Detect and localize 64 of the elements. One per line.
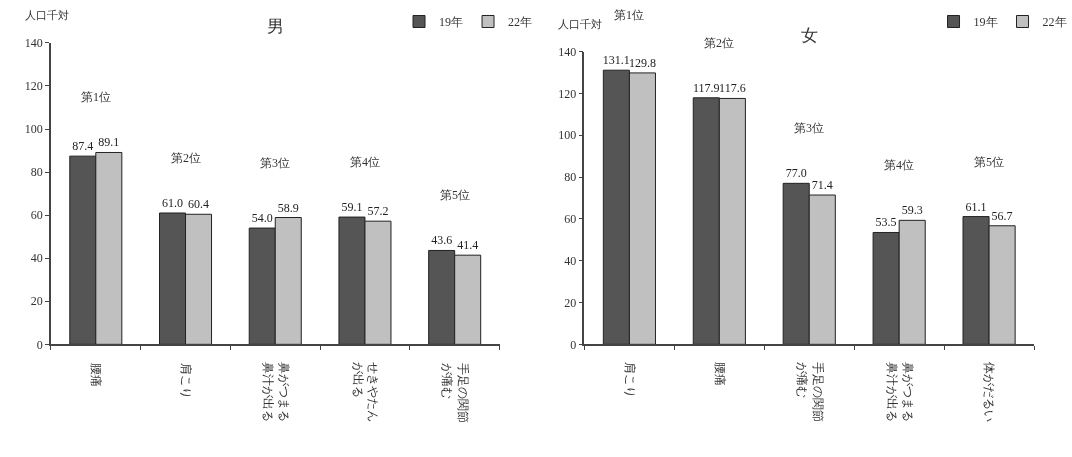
data-label: 71.4 (811, 178, 833, 193)
data-label: 41.4 (457, 238, 479, 253)
data-label: 57.2 (367, 204, 389, 219)
data-label: 77.0 (785, 166, 807, 181)
annotation: 第4位 (884, 158, 914, 172)
chart-title: 女 (801, 26, 818, 45)
x-tick-label: 鼻がつまる鼻汁が出る (260, 362, 291, 423)
y-tick-label: 120 (24, 79, 43, 94)
y-tick-label: 20 (564, 295, 577, 310)
legend-label: 22年 (1042, 15, 1067, 30)
y-tick-label: 0 (570, 337, 577, 352)
y-tick-label: 60 (30, 208, 43, 223)
x-tick-label: 手足の関節が痛む (794, 362, 825, 423)
legend-label: 19年 (439, 15, 464, 30)
data-label: 117.6 (719, 81, 746, 96)
y-tick-label: 80 (564, 170, 577, 185)
y-tick-label: 40 (564, 253, 577, 268)
data-label: 87.4 (72, 139, 94, 154)
data-label: 60.4 (188, 197, 210, 212)
data-label: 58.9 (277, 200, 299, 215)
x-tick-label: 手足の関節が痛む (440, 362, 471, 423)
data-label: 59.3 (901, 203, 923, 218)
y-tick-label: 140 (24, 36, 43, 51)
data-label: 61.1 (965, 199, 987, 214)
y-tick-label: 60 (564, 212, 577, 227)
y-tick-label: 20 (30, 294, 43, 309)
data-label: 89.1 (98, 135, 120, 150)
data-label: 61.0 (162, 195, 184, 210)
legend-label: 19年 (973, 15, 998, 30)
chart-title: 男 (267, 17, 284, 36)
annotation: 第2位 (171, 151, 201, 165)
annotation: 第5位 (440, 188, 470, 202)
y-tick-label: 100 (558, 128, 577, 143)
data-label: 59.1 (341, 200, 363, 215)
annotation: 第3位 (794, 121, 824, 135)
x-tick-label: 腰痛 (712, 362, 727, 387)
data-label: 117.9 (693, 80, 720, 95)
y-tick-label: 80 (30, 165, 43, 180)
y-axis-title: 人口千対 (25, 9, 69, 21)
annotation: 第1位 (81, 90, 111, 104)
data-label: 131.1 (602, 53, 630, 68)
x-tick-label: 体がだるい (982, 362, 997, 423)
x-tick-label: 肩こり (178, 362, 193, 399)
data-label: 54.0 (251, 211, 273, 226)
data-label: 56.7 (991, 208, 1013, 223)
annotation: 第3位 (260, 156, 290, 170)
y-tick-label: 140 (558, 44, 577, 59)
x-tick-label: 肩こり (622, 361, 637, 398)
x-tick-label: せきやたんが出る (350, 362, 381, 423)
annotation: 第5位 (974, 155, 1004, 169)
y-tick-label: 40 (30, 251, 43, 266)
y-tick-label: 100 (24, 122, 43, 137)
x-tick-label: 腰痛 (89, 362, 104, 387)
text: 第1位 (614, 8, 644, 22)
y-tick-label: 120 (558, 86, 577, 101)
data-label: 129.8 (628, 55, 656, 70)
y-axis-title: 人口千対 (558, 18, 602, 30)
annotation: 第4位 (350, 155, 380, 169)
data-label: 43.6 (431, 233, 453, 248)
legend-label: 22年 (508, 15, 533, 30)
x-tick-label: 鼻がつまる鼻汁が出る (884, 362, 915, 423)
data-label: 53.5 (875, 215, 897, 230)
text: 第2位 (704, 36, 734, 50)
y-tick-label: 0 (36, 337, 43, 352)
